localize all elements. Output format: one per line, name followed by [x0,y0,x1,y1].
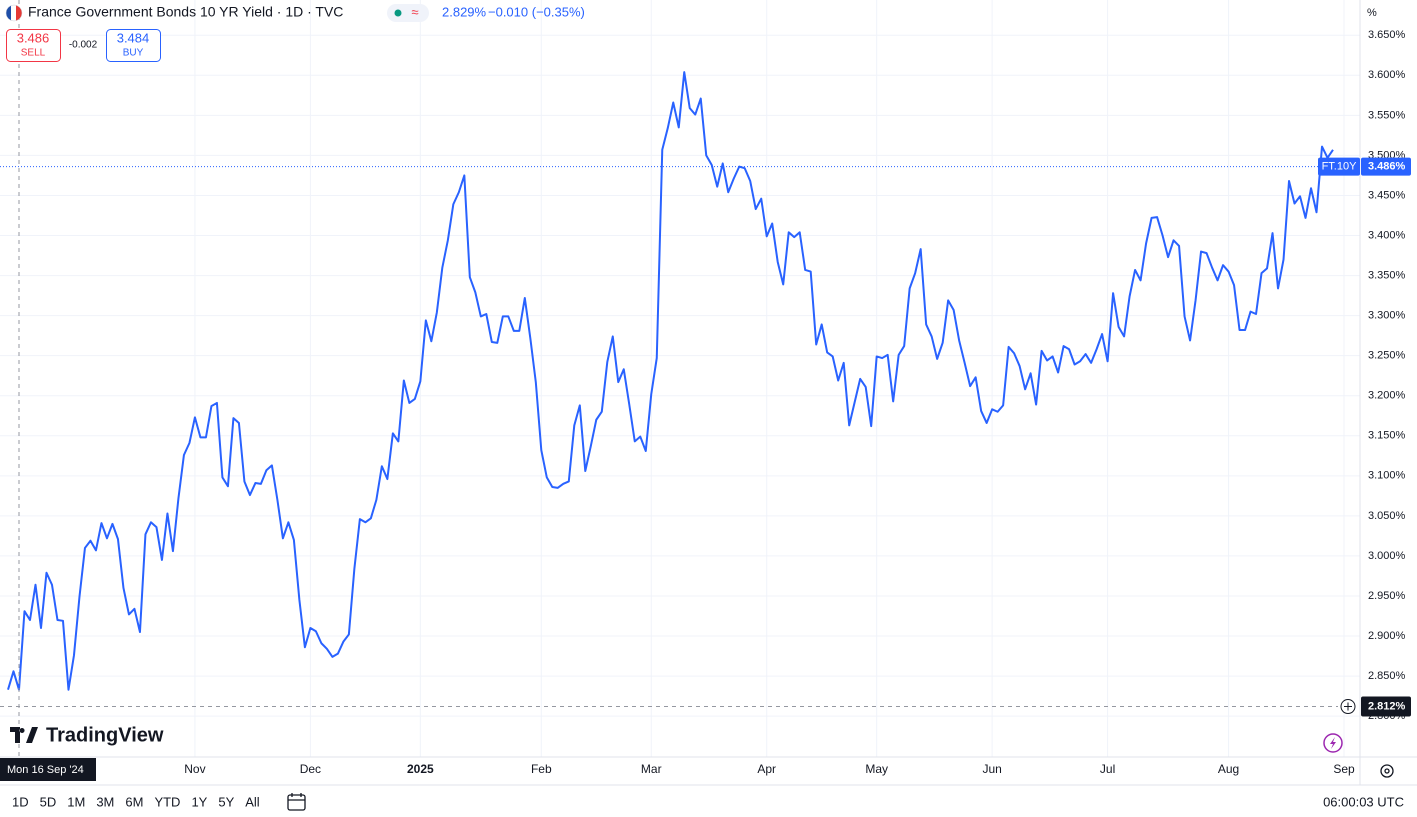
y-tick-label: 2.850% [1368,670,1406,682]
flag-icon [6,5,22,21]
x-tick-label: Mar [641,762,662,776]
y-tick-label: 3.050% [1368,510,1406,522]
y-tick-label: 3.150% [1368,430,1406,442]
symbol-title: France Government Bonds 10 YR Yield · 1D… [28,4,343,20]
axes: 2.800%2.850%2.900%2.950%3.000%3.050%3.10… [0,29,1411,781]
plot [0,0,1338,757]
symbol-tag [1318,157,1360,176]
spread: -0.002 [69,40,98,51]
y-tick-label: 2.950% [1368,590,1406,602]
last-price-tag [1361,157,1411,176]
x-tick-label: Feb [531,762,552,776]
header: France Government Bonds 10 YR Yield · 1D… [5,4,1377,62]
range-button[interactable]: 1Y [191,794,207,809]
date-range-button[interactable] [287,793,306,811]
y-tick-label: 3.300% [1368,310,1406,322]
symbol-tag-text: FT.10Y [1322,161,1358,173]
delayed-icon: ≈ [411,4,418,19]
y-tick-label: 3.100% [1368,470,1406,482]
buy-price: 3.484 [117,30,150,45]
logo: TradingView [10,724,164,746]
toolbar: 06:00:03 UTC 1D 5D 1M 3M 6M YTD 1Y 5Y All [12,793,1404,811]
x-tick-label: 2025 [407,762,434,776]
y-tick-label: 3.200% [1368,390,1406,402]
x-tick-label: Jun [982,762,1001,776]
x-tick-label: Sep [1333,762,1355,776]
grid [0,0,1360,757]
clock: 06:00:03 UTC [1323,794,1404,809]
x-tick-label: Apr [757,762,776,776]
x-tick-label: Nov [184,762,205,776]
price-change: −0.010 (−0.35%) [488,4,585,19]
last-price-tag-text: 3.486% [1368,161,1406,173]
range-button[interactable]: YTD [154,794,180,809]
y-tick-label: 3.450% [1368,189,1406,201]
y-tick-label: 3.650% [1368,29,1406,41]
range-button[interactable]: 6M [125,794,143,809]
currency-label: % [1367,7,1377,19]
price-line [7,71,1334,691]
x-tick-label: May [865,762,888,776]
add-alert-plus [1344,702,1352,711]
y-tick-label: 3.400% [1368,229,1406,241]
y-tick-label: 3.000% [1368,550,1406,562]
buy-label: BUY [123,48,144,59]
status-pill[interactable] [387,4,429,22]
buy-button[interactable] [106,29,161,62]
range-button[interactable]: 5D [40,794,57,809]
settings-button[interactable] [1380,764,1394,778]
y-tick-label: 3.250% [1368,350,1406,362]
sell-price: 3.486 [17,30,50,45]
crosshair-price-text: 2.812% [1368,700,1406,712]
y-tick-label: 3.550% [1368,109,1406,121]
range-button[interactable]: 1M [67,794,85,809]
crosshair-date-tag [0,758,96,781]
range-button[interactable]: 3M [96,794,114,809]
x-tick-label: Dec [300,762,321,776]
sell-button[interactable] [6,29,61,62]
y-tick-label: 2.900% [1368,630,1406,642]
crosshair-date-text: Mon 16 Sep '24 [7,764,84,776]
y-tick-label: 3.600% [1368,69,1406,81]
lightning-button[interactable] [1323,733,1343,753]
sell-label: SELL [21,48,46,59]
range-button[interactable]: 1D [12,794,29,809]
crosshair-price-tag [1361,696,1411,717]
x-tick-label: Aug [1218,762,1239,776]
market-status-dot [394,9,402,17]
logo-icon [10,727,38,743]
range-button[interactable]: 5Y [218,794,234,809]
x-tick-label: Jul [1100,762,1115,776]
range-button[interactable]: All [245,794,260,809]
y-tick-label: 3.350% [1368,269,1406,281]
logo-text: TradingView [46,724,164,746]
last-price: 2.829% [442,4,487,19]
